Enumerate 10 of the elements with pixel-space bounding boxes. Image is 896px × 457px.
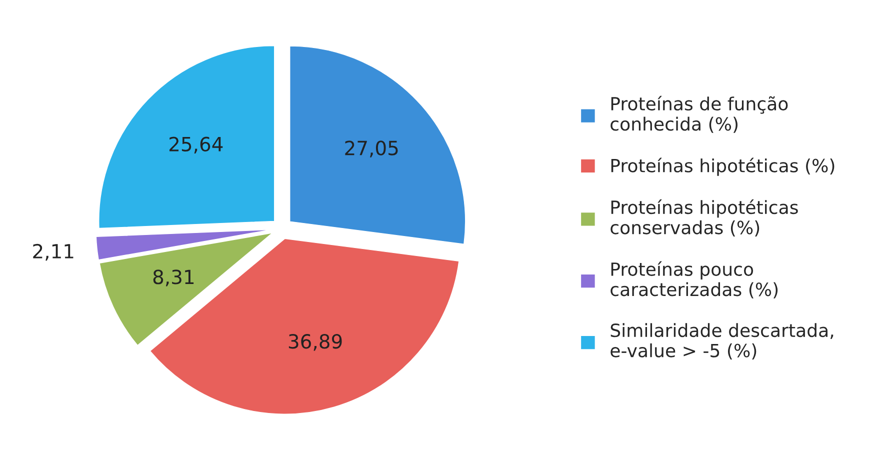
legend-label: Proteínas hipotéticas conservadas (%) [610, 199, 798, 236]
legend-label: Proteínas de função conhecida (%) [610, 96, 788, 133]
legend-label: Proteínas hipotéticas (%) [611, 158, 834, 176]
data-label: 8,31 [153, 270, 194, 286]
legend-label: Proteínas pouco caracterizadas (%) [610, 261, 778, 298]
legend-label: Similaridade descartada, e-value > -5 (%) [610, 323, 834, 360]
data-label: 27,05 [345, 140, 398, 158]
data-label: 2,11 [33, 244, 74, 261]
data-label: 25,64 [169, 136, 223, 154]
data-label: 36,89 [288, 334, 342, 351]
